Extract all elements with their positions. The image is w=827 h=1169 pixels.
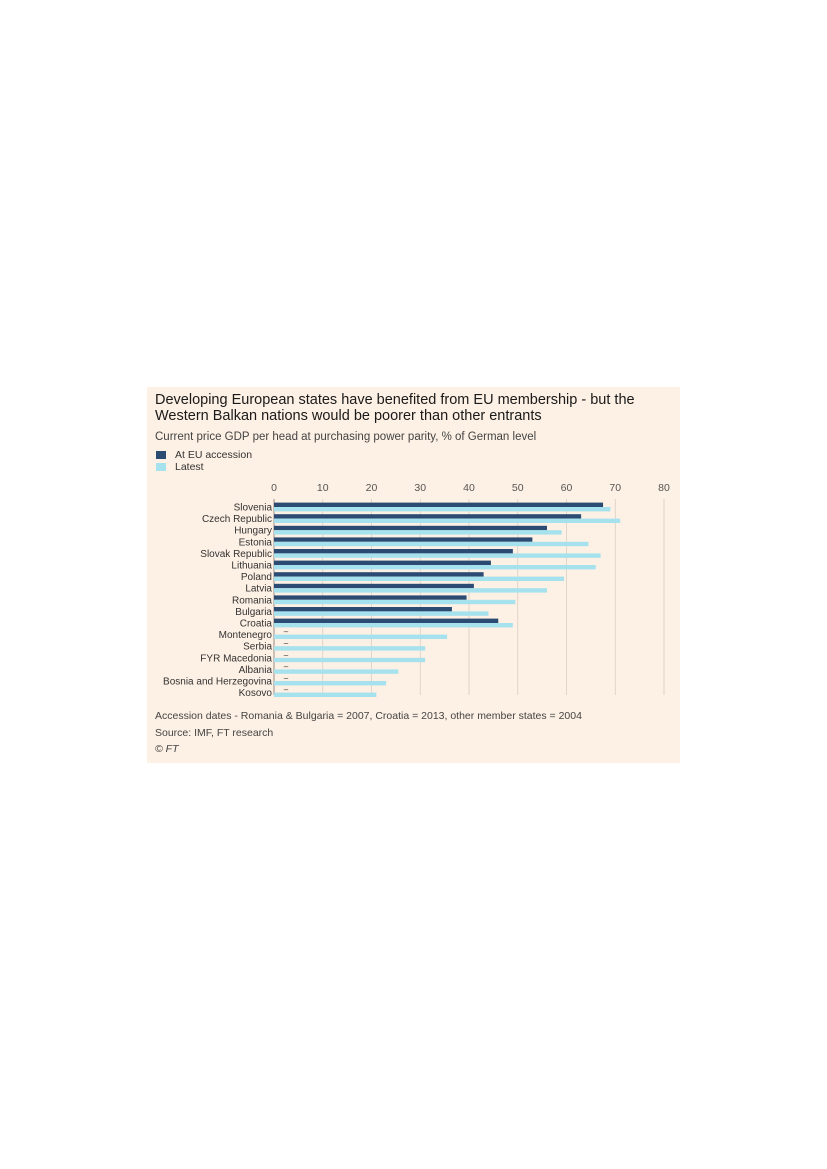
x-tick-label: 20	[366, 482, 378, 494]
bar-latest	[274, 599, 516, 605]
bar-accession	[274, 502, 604, 507]
bar-accession	[274, 525, 547, 531]
chart-subtitle: Current price GDP per head at purchasing…	[155, 431, 537, 443]
chart-copyright: © FT	[155, 743, 179, 755]
bar-latest	[274, 553, 601, 558]
bar-accession	[274, 514, 582, 519]
legend-item-latest: Latest	[156, 461, 204, 473]
bar-latest	[274, 646, 426, 651]
missing-value-marker: –	[284, 639, 289, 648]
bar-latest	[274, 634, 448, 639]
category-label: Czech Republic	[202, 514, 272, 525]
missing-value-marker: –	[284, 662, 289, 671]
bar-latest	[274, 507, 611, 512]
category-label: Bulgaria	[235, 607, 272, 618]
bar-accession	[274, 560, 491, 565]
bar-latest	[274, 669, 399, 674]
category-label: Estonia	[239, 537, 273, 548]
bar-accession	[274, 607, 452, 612]
bar-latest	[274, 657, 426, 663]
x-tick-label: 0	[271, 482, 277, 494]
chart-source: Source: IMF, FT research	[155, 727, 274, 739]
category-label: Kosovo	[239, 688, 273, 699]
bar-accession	[274, 572, 484, 577]
category-label: Slovak Republic	[200, 549, 272, 560]
chart-title: Developing European states have benefite…	[155, 392, 635, 424]
category-label: Serbia	[243, 642, 272, 653]
bar-latest	[274, 681, 387, 686]
category-label: Croatia	[240, 619, 273, 630]
bar-latest	[274, 541, 589, 547]
x-tick-label: 30	[414, 482, 426, 494]
chart-footnote: Accession dates - Romania & Bulgaria = 2…	[155, 710, 582, 722]
bar-accession	[274, 549, 513, 554]
x-tick-label: 70	[609, 482, 621, 494]
category-label: Bosnia and Herzegovina	[163, 677, 272, 688]
bar-latest	[274, 692, 377, 697]
x-tick-label: 10	[317, 482, 329, 494]
bar-latest	[274, 588, 547, 593]
legend-label-accession: At EU accession	[175, 449, 253, 461]
x-tick-label: 50	[512, 482, 524, 494]
missing-value-marker: –	[284, 685, 289, 694]
chart-card: Developing European states have benefite…	[147, 387, 680, 763]
x-tick-label: 60	[561, 482, 573, 494]
bar-latest	[274, 518, 621, 523]
bar-accession	[274, 583, 474, 589]
category-label: Romania	[232, 595, 272, 606]
missing-value-marker: –	[284, 674, 289, 683]
missing-value-marker: –	[284, 627, 289, 636]
category-label: Poland	[241, 572, 272, 583]
category-label: Lithuania	[231, 561, 272, 572]
category-label: Hungary	[234, 526, 272, 537]
category-label: Albania	[239, 665, 273, 676]
category-label: Montenegro	[219, 630, 273, 641]
category-label: Latvia	[245, 584, 272, 595]
bar-accession	[274, 595, 467, 600]
bar-latest	[274, 576, 565, 581]
bar-latest	[274, 565, 596, 570]
legend-swatch-latest	[156, 463, 166, 471]
category-label: FYR Macedonia	[200, 653, 272, 664]
bar-latest	[274, 623, 513, 628]
bar-accession	[274, 537, 533, 542]
bar-latest	[274, 530, 562, 535]
bar-latest	[274, 611, 489, 616]
legend-label-latest: Latest	[175, 461, 204, 473]
x-tick-label: 80	[658, 482, 670, 494]
missing-value-marker: –	[284, 650, 289, 659]
legend-swatch-accession	[156, 451, 166, 459]
category-label: Slovenia	[234, 503, 273, 514]
bar-accession	[274, 618, 499, 623]
x-tick-label: 40	[463, 482, 475, 494]
legend-item-accession: At EU accession	[156, 449, 252, 461]
